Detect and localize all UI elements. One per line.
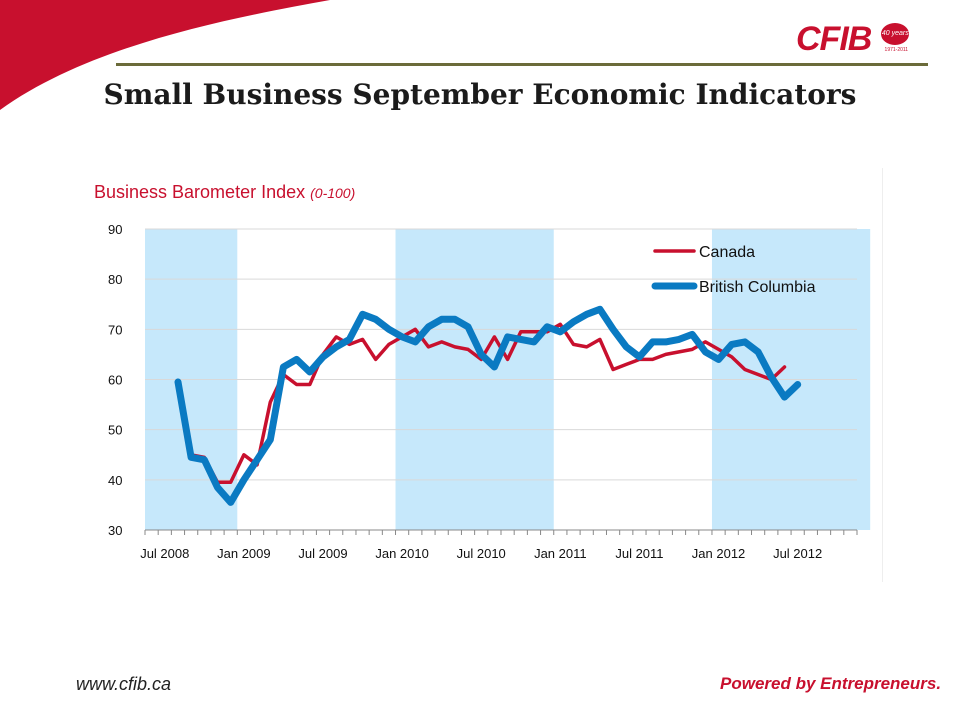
badge-years: 1971-2011 (884, 46, 909, 53)
y-tick-label: 30 (108, 523, 122, 538)
x-tick-label: Jan 2009 (217, 546, 271, 561)
chart-title-text: Business Barometer Index (94, 182, 306, 202)
x-tick-label: Jan 2010 (375, 546, 429, 561)
y-tick-label: 70 (108, 322, 122, 337)
x-tick-label: Jan 2012 (692, 546, 746, 561)
logo-text: CFIB (796, 20, 872, 58)
cfib-logo[interactable]: CFIB 40 years 1971-2011 (796, 20, 913, 59)
legend-label: British Columbia (699, 279, 816, 296)
anniversary-badge-icon: 40 years 1971-2011 (879, 22, 913, 57)
y-tick-label: 40 (108, 473, 122, 488)
chart-title: Business Barometer Index (0-100) (94, 182, 355, 203)
x-tick-label: Jan 2011 (534, 546, 587, 561)
corner-swoosh (0, 0, 330, 110)
footer-tagline: Powered by Entrepreneurs. (720, 674, 942, 693)
chart-title-unit: (0-100) (310, 185, 356, 201)
x-tick-label: Jul 2010 (457, 546, 506, 561)
y-tick-label: 90 (108, 222, 122, 237)
x-tick-label: Jul 2008 (140, 546, 189, 561)
y-tick-label: 50 (108, 423, 122, 438)
x-tick-label: Jul 2009 (298, 546, 347, 561)
title-rule (116, 63, 928, 66)
footer-url[interactable]: www.cfib.ca (76, 674, 172, 694)
badge-text: 40 years (881, 22, 910, 45)
series-line-british-columbia (174, 305, 802, 506)
x-tick-label: Jul 2011 (615, 546, 663, 561)
page-title: Small Business September Economic Indica… (103, 78, 857, 111)
legend-label: Canada (699, 244, 755, 261)
y-tick-label: 60 (108, 373, 122, 388)
y-tick-label: 80 (108, 272, 122, 287)
chart-frame (76, 168, 883, 582)
x-tick-label: Jul 2012 (773, 546, 822, 561)
